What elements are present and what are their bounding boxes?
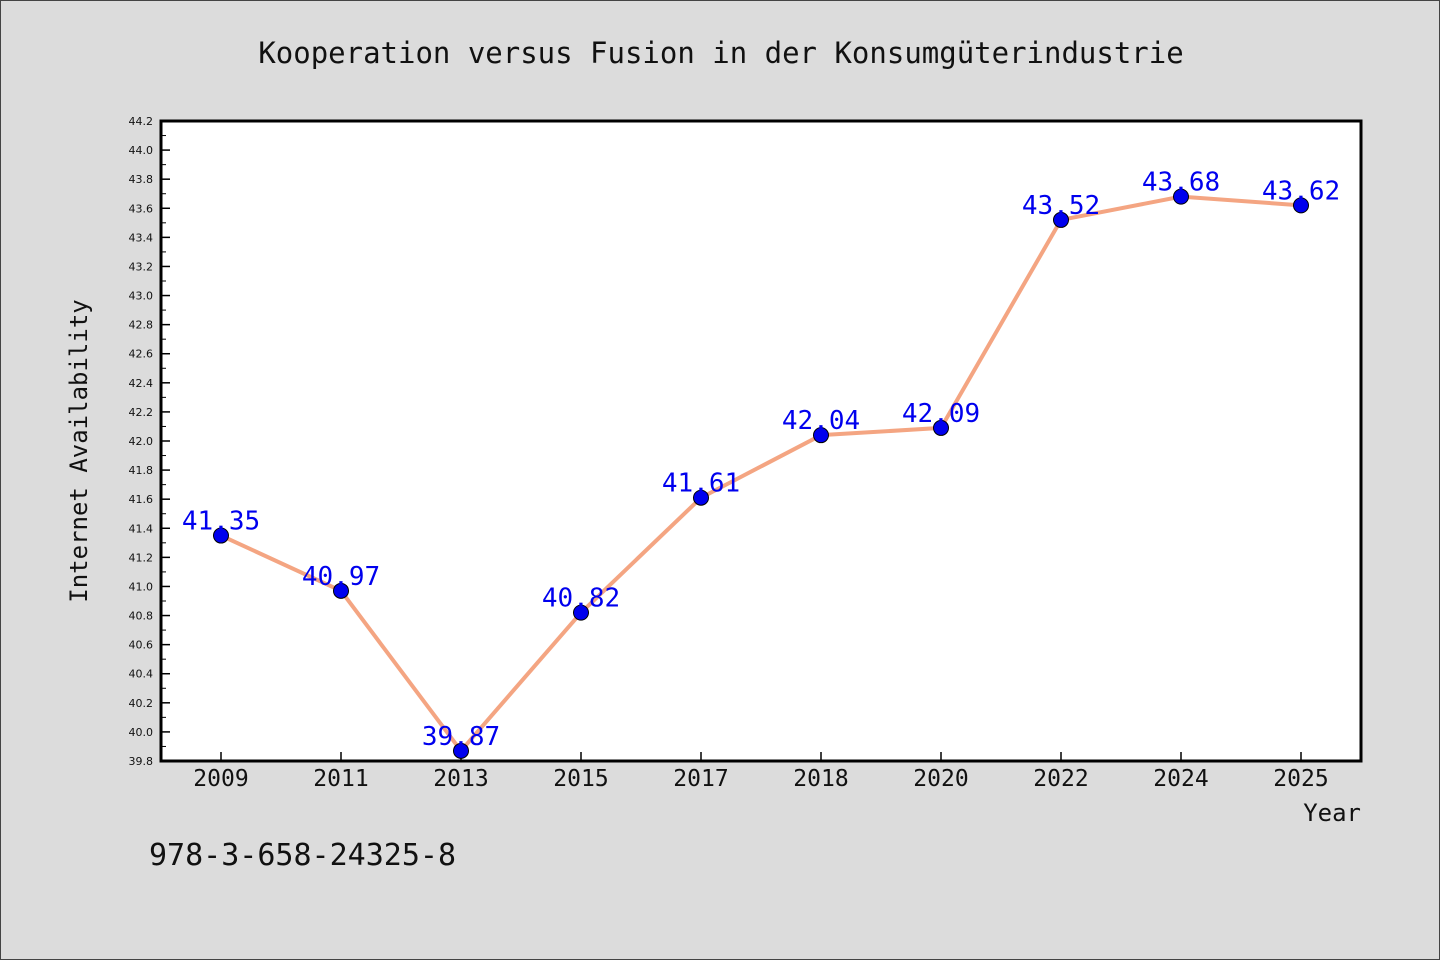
series-line	[219, 194, 1303, 753]
y-tick-label: 40.0	[129, 726, 154, 739]
data-point	[213, 527, 229, 544]
x-tick-label: 2020	[913, 766, 968, 792]
x-tick-label: 2022	[1033, 766, 1088, 792]
y-axis-label: Internet Availability	[65, 299, 93, 602]
y-tick-label: 40.8	[129, 610, 154, 623]
y-tick-label: 40.6	[129, 639, 154, 652]
x-axis: 2009 2011 2013 2015 2017 2018 2020 2022 2024 2025	[193, 752, 1329, 792]
data-label: 41.35	[182, 507, 260, 537]
y-tick-label: 44.0	[129, 144, 154, 157]
data-label: 42.04	[782, 406, 860, 436]
y-tick-label: 41.4	[129, 522, 154, 535]
y-tick-label: 42.8	[129, 319, 154, 332]
data-label: 43.52	[1022, 191, 1100, 221]
y-tick-label: 43.4	[129, 231, 154, 244]
data-point	[453, 742, 469, 759]
x-tick-label: 2018	[793, 766, 848, 792]
y-tick-label: 42.4	[129, 377, 154, 390]
data-point	[1173, 188, 1189, 205]
data-label: 43.68	[1142, 168, 1220, 198]
data-point	[813, 427, 829, 444]
y-tick-label: 42.6	[129, 348, 154, 361]
data-labels: 41.35 40.97 39.87 40.82 41.61 42.04 42.09 43.52…	[182, 168, 1340, 752]
data-label: 39.87	[422, 722, 500, 752]
y-tick-label: 39.8	[129, 755, 154, 768]
y-tick-label: 41.0	[129, 580, 154, 593]
data-point	[333, 582, 349, 599]
y-tick-label: 42.2	[129, 406, 154, 419]
y-tick-label: 43.8	[129, 173, 154, 186]
data-label: 43.62	[1262, 176, 1340, 206]
y-tick-label: 43.0	[129, 290, 154, 303]
y-tick-label: 44.2	[129, 115, 154, 128]
chart-title: Kooperation versus Fusion in der Konsumg…	[258, 36, 1183, 70]
data-point	[693, 489, 709, 506]
y-tick-label: 41.2	[129, 551, 154, 564]
x-tick-label: 2025	[1273, 766, 1328, 792]
data-label: 41.61	[662, 469, 740, 499]
x-tick-label: 2017	[673, 766, 728, 792]
plot-area	[159, 119, 1363, 763]
y-tick-label: 41.8	[129, 464, 154, 477]
y-tick-label: 40.2	[129, 697, 154, 710]
y-tick-label: 42.0	[129, 435, 154, 448]
x-tick-label: 2015	[553, 766, 608, 792]
x-tick-label: 2013	[433, 766, 488, 792]
data-point	[1293, 197, 1309, 214]
data-point	[933, 419, 949, 436]
footer-isbn: 978-3-658-24325-8	[149, 838, 456, 873]
x-tick-label: 2009	[193, 766, 248, 792]
y-tick-label: 41.6	[129, 493, 154, 506]
data-point	[573, 604, 589, 621]
x-tick-label: 2011	[313, 766, 368, 792]
x-axis-label: Year	[1303, 799, 1361, 827]
y-axis: 39.8 40.0 40.2 40.4 40.6 40.8 41.0 41.2 41.4 41.6…	[129, 115, 170, 768]
y-tick-label: 40.4	[129, 668, 154, 681]
data-markers	[213, 188, 1309, 759]
data-label: 40.82	[542, 584, 620, 614]
y-tick-label: 43.6	[129, 202, 154, 215]
data-label: 40.97	[302, 562, 380, 592]
x-tick-label: 2024	[1153, 766, 1208, 792]
data-point	[1053, 211, 1069, 228]
data-label: 42.09	[902, 399, 980, 429]
y-tick-label: 43.2	[129, 260, 154, 273]
